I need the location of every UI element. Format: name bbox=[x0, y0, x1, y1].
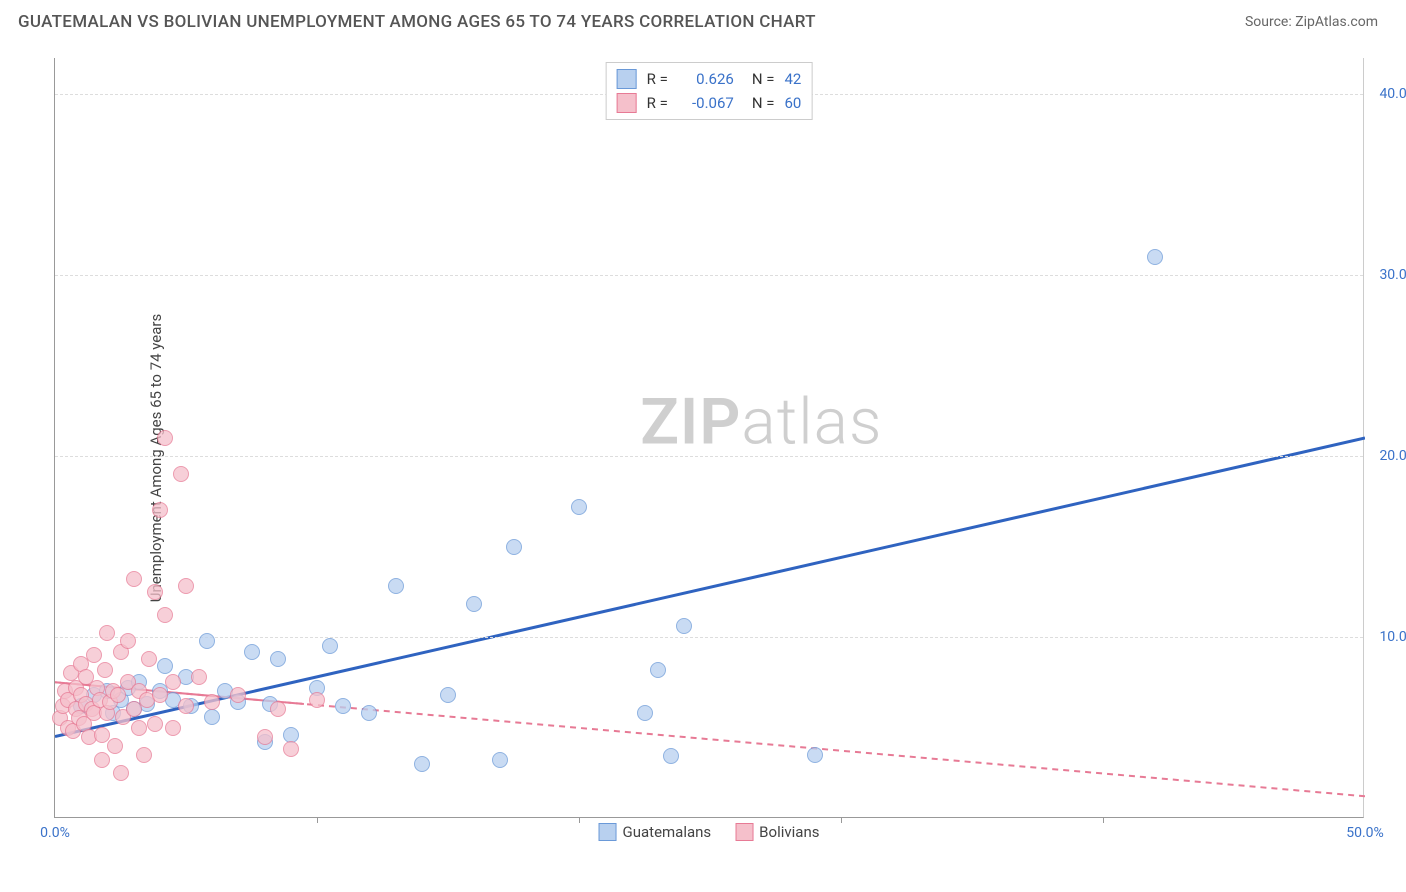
y-tick-label: 10.0% bbox=[1379, 629, 1406, 645]
data-point bbox=[309, 692, 325, 708]
data-point bbox=[388, 578, 404, 594]
data-point bbox=[173, 466, 189, 482]
data-point bbox=[97, 662, 113, 678]
n-label: N = bbox=[752, 94, 775, 112]
gridline bbox=[55, 275, 1363, 276]
x-tick bbox=[317, 817, 318, 823]
legend-swatch bbox=[599, 823, 617, 841]
data-point bbox=[126, 571, 142, 587]
data-point bbox=[152, 687, 168, 703]
data-point bbox=[204, 709, 220, 725]
plot-area: ZIPatlas R =0.626N =42R =-0.067N =60 Gua… bbox=[54, 58, 1364, 818]
data-point bbox=[440, 687, 456, 703]
data-point bbox=[270, 651, 286, 667]
data-point bbox=[113, 765, 129, 781]
x-tick bbox=[841, 817, 842, 823]
r-value: 0.626 bbox=[678, 70, 734, 88]
data-point bbox=[141, 651, 157, 667]
data-point bbox=[94, 752, 110, 768]
data-point bbox=[466, 596, 482, 612]
data-point bbox=[244, 644, 260, 660]
r-label: R = bbox=[647, 70, 668, 88]
data-point bbox=[492, 752, 508, 768]
data-point bbox=[157, 607, 173, 623]
trend-lines bbox=[55, 58, 1365, 818]
data-point bbox=[270, 701, 286, 717]
data-point bbox=[1147, 249, 1163, 265]
data-point bbox=[361, 705, 377, 721]
data-point bbox=[199, 633, 215, 649]
series-swatch bbox=[617, 93, 637, 113]
gridline bbox=[55, 456, 1363, 457]
data-point bbox=[663, 748, 679, 764]
correlation-row: R = -0.067 N = 60 bbox=[617, 91, 802, 115]
data-point bbox=[147, 716, 163, 732]
series-legend: Guatemalans Bolivians bbox=[599, 823, 820, 841]
data-point bbox=[165, 720, 181, 736]
y-tick-label: 40.0% bbox=[1379, 86, 1406, 102]
data-point bbox=[335, 698, 351, 714]
legend-swatch bbox=[735, 823, 753, 841]
data-point bbox=[120, 633, 136, 649]
n-value: 42 bbox=[784, 70, 801, 88]
data-point bbox=[204, 694, 220, 710]
data-point bbox=[283, 741, 299, 757]
data-point bbox=[178, 698, 194, 714]
data-point bbox=[131, 720, 147, 736]
chart-container: Unemployment Among Ages 65 to 74 years Z… bbox=[18, 48, 1388, 868]
data-point bbox=[230, 687, 246, 703]
r-label: R = bbox=[647, 94, 668, 112]
legend-label: Bolivians bbox=[759, 823, 819, 841]
n-label: N = bbox=[752, 70, 775, 88]
legend-item: Bolivians bbox=[735, 823, 819, 841]
data-point bbox=[414, 756, 430, 772]
legend-label: Guatemalans bbox=[623, 823, 712, 841]
data-point bbox=[157, 658, 173, 674]
correlation-row: R = 0.626 N = 42 bbox=[617, 67, 802, 91]
data-point bbox=[99, 625, 115, 641]
data-point bbox=[506, 539, 522, 555]
watermark: ZIPatlas bbox=[640, 385, 882, 460]
legend-item: Guatemalans bbox=[599, 823, 712, 841]
series-swatch bbox=[617, 69, 637, 89]
data-point bbox=[107, 738, 123, 754]
data-point bbox=[191, 669, 207, 685]
data-point bbox=[650, 662, 666, 678]
data-point bbox=[86, 647, 102, 663]
data-point bbox=[147, 584, 163, 600]
x-tick-label: 50.0% bbox=[1346, 825, 1384, 841]
correlation-legend: R = 0.626 N = 42 R = -0.067 N = 60 bbox=[606, 62, 813, 120]
data-point bbox=[178, 578, 194, 594]
y-tick-label: 20.0% bbox=[1379, 448, 1406, 464]
data-point bbox=[152, 502, 168, 518]
gridline bbox=[55, 637, 1363, 638]
y-tick-label: 30.0% bbox=[1379, 267, 1406, 283]
chart-source: Source: ZipAtlas.com bbox=[1245, 14, 1378, 30]
data-point bbox=[136, 747, 152, 763]
data-point bbox=[165, 674, 181, 690]
x-tick-label: 0.0% bbox=[40, 825, 70, 841]
data-point bbox=[637, 705, 653, 721]
data-point bbox=[571, 499, 587, 515]
data-point bbox=[257, 729, 273, 745]
chart-title: GUATEMALAN VS BOLIVIAN UNEMPLOYMENT AMON… bbox=[18, 12, 816, 32]
data-point bbox=[110, 687, 126, 703]
data-point bbox=[322, 638, 338, 654]
n-value: 60 bbox=[784, 94, 801, 112]
data-point bbox=[676, 618, 692, 634]
r-value: -0.067 bbox=[678, 94, 734, 112]
data-point bbox=[807, 747, 823, 763]
x-tick bbox=[579, 817, 580, 823]
data-point bbox=[157, 430, 173, 446]
x-tick bbox=[1103, 817, 1104, 823]
